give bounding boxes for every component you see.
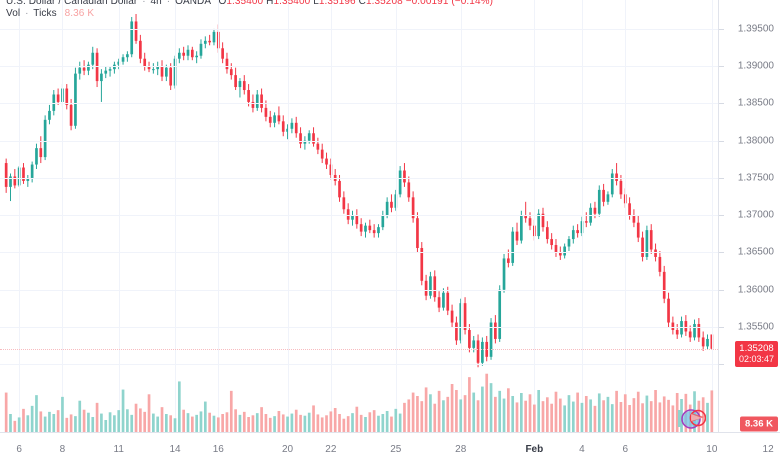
ohlc-values: O1.35400 H1.35400 L1.35196 C1.35208 −0.0…	[218, 0, 493, 7]
volume-source: Ticks	[33, 8, 57, 19]
symbol-name[interactable]: U.S. Dollar / Canadian Dollar	[6, 0, 138, 7]
horizontal-grid-line	[0, 140, 718, 142]
vertical-grid-line	[461, 0, 462, 432]
price-axis-tick	[719, 289, 724, 291]
price-axis-label: 1.36000	[737, 284, 774, 296]
time-axis-label: 12	[762, 444, 774, 455]
chart-plot-area[interactable]	[0, 0, 718, 432]
horizontal-grid-line	[0, 327, 718, 328]
price-axis-tick	[719, 177, 724, 179]
open-label: O	[218, 0, 227, 7]
exchange-label[interactable]: OANDA	[175, 0, 211, 7]
price-axis-label: 1.39000	[737, 60, 774, 72]
price-axis-label: 1.38000	[737, 135, 774, 147]
vertical-grid-line	[119, 0, 120, 432]
time-axis-label: 25	[390, 444, 402, 455]
high-label: H	[266, 0, 274, 7]
price-axis-tick	[719, 215, 724, 217]
horizontal-grid-line	[0, 177, 718, 179]
volume-legend-row[interactable]: Vol · Ticks 8.36 K	[6, 8, 493, 20]
time-axis-label: 10	[706, 444, 718, 455]
volume-value-badge[interactable]: 8.36 K	[740, 416, 778, 432]
vertical-grid-line	[218, 0, 219, 432]
horizontal-grid-line	[0, 103, 718, 105]
horizontal-grid-line	[0, 364, 718, 366]
time-axis-label: 14	[169, 444, 181, 455]
high-value: 1.35400	[273, 0, 311, 7]
vertical-grid-line	[288, 0, 289, 432]
price-axis-tick	[719, 327, 724, 328]
vertical-grid-line	[19, 0, 20, 432]
change-absolute: −0.00191	[405, 0, 449, 7]
symbol-legend-row[interactable]: U.S. Dollar / Canadian Dollar · 4h · OAN…	[6, 0, 493, 8]
vertical-grid-line	[712, 0, 713, 432]
close-value: 1.35208	[365, 0, 403, 7]
low-label: L	[313, 0, 319, 7]
low-value: 1.35196	[318, 0, 356, 7]
time-axis-label: 16	[212, 444, 224, 455]
price-axis-tick	[719, 364, 724, 366]
price-axis-label: 1.36500	[737, 246, 774, 258]
vertical-grid-line	[175, 0, 176, 432]
volume-value: 8.36 K	[64, 8, 95, 19]
price-axis-tick	[719, 66, 724, 68]
current-price-value: 1.35208	[739, 342, 774, 354]
vertical-grid-line	[396, 0, 397, 432]
price-axis-label: 1.37000	[737, 209, 774, 221]
horizontal-grid-line	[0, 215, 718, 217]
volume-separator: ·	[25, 8, 29, 19]
time-axis-label: 11	[113, 444, 124, 455]
horizontal-grid-line	[0, 289, 718, 291]
volume-series	[4, 373, 714, 432]
volume-title: Vol	[6, 8, 21, 19]
time-axis-label: Feb	[525, 444, 544, 455]
price-axis-tick	[719, 252, 724, 254]
time-axis-label: 6	[622, 444, 629, 455]
time-axis-label: 22	[325, 444, 337, 455]
vertical-grid-line	[625, 0, 626, 432]
horizontal-grid-line	[0, 28, 718, 30]
price-axis-label: 1.35500	[737, 321, 774, 333]
chart-legend: U.S. Dollar / Canadian Dollar · 4h · OAN…	[6, 0, 493, 20]
horizontal-grid-line	[0, 66, 718, 68]
vertical-grid-line	[582, 0, 583, 432]
interval-label[interactable]: 4h	[150, 0, 162, 7]
time-axis-label: 8	[59, 444, 66, 455]
open-value: 1.35400	[226, 0, 264, 7]
vertical-grid-line	[534, 0, 535, 432]
price-axis-tick	[719, 140, 724, 142]
legend-separator-2: ·	[166, 0, 171, 7]
change-percent: (−0.14%)	[451, 0, 494, 7]
price-axis-label: 1.38500	[737, 97, 774, 109]
price-axis-label: 1.37500	[737, 172, 774, 184]
close-label: C	[358, 0, 366, 7]
horizontal-grid-line	[0, 252, 718, 254]
current-price-badge[interactable]: 1.35208 02:03:47	[734, 340, 778, 367]
vertical-grid-line	[62, 0, 63, 432]
broker-logo-watermark	[678, 408, 706, 432]
legend-separator-1: ·	[142, 0, 146, 7]
time-axis-label: 28	[455, 444, 467, 455]
time-axis-label: 4	[579, 444, 585, 455]
time-axis[interactable]: 6 8 11 14 16 20 22 25 28 Feb 4 6 10 12	[0, 432, 780, 470]
bar-countdown: 02:03:47	[738, 353, 774, 364]
price-axis[interactable]: 1.39500 1.39000 1.38500 1.38000 1.37500 1.370…	[718, 0, 780, 432]
vertical-grid-line	[331, 0, 332, 432]
price-axis-label: 1.39500	[737, 23, 774, 35]
price-axis-tick	[719, 103, 724, 105]
time-axis-label: 6	[16, 444, 22, 455]
time-axis-label: 20	[282, 444, 294, 455]
price-axis-tick	[719, 28, 724, 30]
current-price-line	[0, 348, 718, 350]
